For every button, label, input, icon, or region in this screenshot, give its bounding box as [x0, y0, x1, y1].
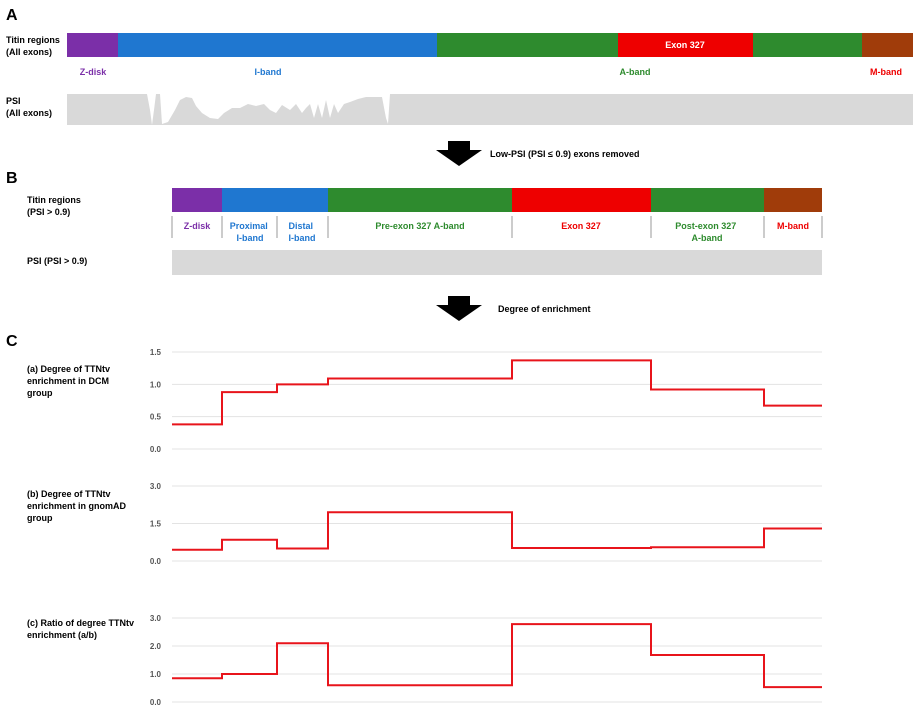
- chart-0-title-line-1: enrichment in DCM: [27, 376, 109, 386]
- panel-a-psi-label-line2: (All exons): [6, 108, 52, 118]
- panel-c-letter: C: [6, 333, 18, 350]
- label-b-distal-line1: Distal: [288, 221, 313, 231]
- chart-2-ytick-2: 2.0: [150, 642, 162, 651]
- label-b-exon327: Exon 327: [561, 221, 601, 231]
- label-b-proximal-i-band: Proximal I-band: [230, 221, 271, 243]
- arrow-2-text: Degree of enrichment: [498, 304, 591, 314]
- panel-b-psi-area: [172, 250, 822, 275]
- panel-c-charts: (a) Degree of TTNtv enrichment in DCM grou…: [27, 348, 822, 706]
- label-b-m-band: M-band: [777, 221, 809, 231]
- chart-1-step-line: [172, 511, 822, 551]
- bar-a-i-band: [118, 33, 437, 57]
- arrow-2: Degree of enrichment: [436, 296, 591, 321]
- bar-b-post-a-band: [651, 188, 764, 212]
- chart-2-title-line-1: enrichment (a/b): [27, 630, 97, 640]
- panel-a-titin-label-line2: (All exons): [6, 47, 52, 57]
- arrow-2-icon: [436, 296, 482, 321]
- chart-0-ytick-1: 0.5: [150, 413, 162, 422]
- label-b-proximal-line2: I-band: [237, 233, 264, 243]
- panel-a-psi-label-line1: PSI: [6, 96, 21, 106]
- bar-b-m-band: [764, 188, 822, 212]
- bar-b-exon327: [512, 188, 651, 212]
- label-b-proximal-line1: Proximal: [230, 221, 268, 231]
- chart-1-ytick-2: 3.0: [150, 482, 162, 491]
- label-b-post-a-band: Post-exon 327 A-band: [675, 221, 739, 243]
- label-b-z-disk: Z-disk: [184, 221, 211, 231]
- chart-2-title-line-0: (c) Ratio of degree TTNtv: [27, 618, 134, 628]
- bar-b-z-disk: [172, 188, 222, 212]
- chart-2-ytick-0: 0.0: [150, 698, 162, 706]
- panel-b-letter: B: [6, 170, 18, 187]
- arrow-1-text: Low-PSI (PSI ≤ 0.9) exons removed: [490, 149, 639, 159]
- bar-a-z-disk: [67, 33, 118, 57]
- panel-b-region-labels: Z-disk Proximal I-band Distal I-band Pre…: [184, 221, 809, 243]
- label-b-pre-a-band: Pre-exon 327 A-band: [375, 221, 464, 231]
- panel-b-psi-label: PSI (PSI > 0.9): [27, 256, 87, 266]
- panel-b-titin-label-line1: Titin regions: [27, 195, 81, 205]
- bar-a-a-band-post: [753, 33, 862, 57]
- panel-b-titin-label: Titin regions (PSI > 0.9): [27, 195, 83, 217]
- arrow-1: Low-PSI (PSI ≤ 0.9) exons removed: [436, 141, 639, 166]
- bar-b-i-band: [222, 188, 328, 212]
- bar-a-exon327-label: Exon 327: [665, 40, 705, 50]
- panel-a-psi-area: [67, 94, 913, 125]
- panel-a-titin-label-line1: Titin regions: [6, 35, 60, 45]
- label-b-post-line1: Post-exon 327: [675, 221, 736, 231]
- chart-0-title-line-2: group: [27, 388, 53, 398]
- chart-0-ytick-0: 0.0: [150, 445, 162, 454]
- label-a-a-band: A-band: [620, 67, 651, 77]
- bar-a-m-band: [862, 33, 913, 57]
- panel-b-region-bar: [172, 188, 822, 212]
- panel-a-region-labels: Z-disk I-band A-band M-band: [80, 67, 902, 77]
- label-a-i-band: I-band: [255, 67, 282, 77]
- panel-a-letter: A: [6, 7, 18, 24]
- label-b-distal-line2: I-band: [289, 233, 316, 243]
- panel-b-dividers: [171, 216, 823, 238]
- chart-2-step-line: [172, 623, 822, 689]
- chart-1-title-line-2: group: [27, 513, 53, 523]
- chart-1-title-line-0: (b) Degree of TTNtv: [27, 489, 111, 499]
- chart-0-title: (a) Degree of TTNtv enrichment in DCM grou…: [27, 364, 110, 398]
- bar-b-pre-a-band: [328, 188, 512, 212]
- bar-a-a-band-pre: [437, 33, 618, 57]
- chart-2-title: (c) Ratio of degree TTNtv enrichment (a/b…: [27, 618, 134, 640]
- panel-b-titin-label-line2: (PSI > 0.9): [27, 207, 70, 217]
- chart-1-title-line-1: enrichment in gnomAD: [27, 501, 127, 511]
- label-a-z-disk: Z-disk: [80, 67, 107, 77]
- chart-1-ytick-1: 1.5: [150, 520, 162, 529]
- panel-a-titin-label: Titin regions (All exons): [6, 35, 62, 57]
- chart-2-ytick-1: 1.0: [150, 670, 162, 679]
- panel-a-psi-label: PSI (All exons): [6, 96, 52, 118]
- chart-2-ytick-3: 3.0: [150, 614, 162, 623]
- arrow-1-icon: [436, 141, 482, 166]
- chart-0-step-line: [172, 359, 822, 426]
- label-a-m-band: M-band: [870, 67, 902, 77]
- bar-a-exon327: [618, 33, 753, 57]
- chart-0-ytick-2: 1.0: [150, 380, 162, 389]
- chart-1-ytick-0: 0.0: [150, 557, 162, 566]
- chart-1-title: (b) Degree of TTNtv enrichment in gnomAD g…: [27, 489, 127, 523]
- label-b-post-line2: A-band: [692, 233, 723, 243]
- chart-0-ytick-3: 1.5: [150, 348, 162, 357]
- chart-0-title-line-0: (a) Degree of TTNtv: [27, 364, 110, 374]
- label-b-distal-i-band: Distal I-band: [288, 221, 315, 243]
- panel-a-region-bar: Exon 327: [67, 33, 913, 57]
